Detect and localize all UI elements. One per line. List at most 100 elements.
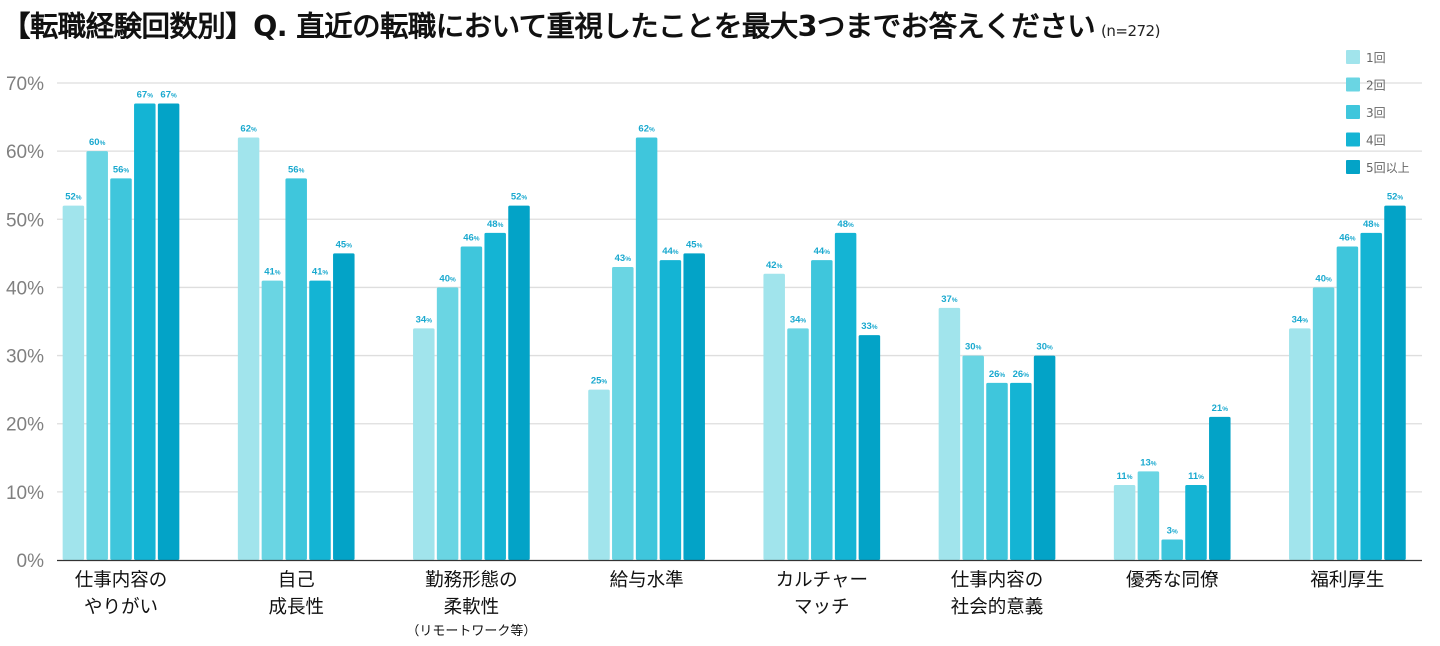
- x-tick-label: マッチ: [794, 597, 850, 618]
- x-tick-label: 仕事内容の: [75, 570, 168, 591]
- y-axis: 0% 10% 20% 30% 40% 50% 60% 70%: [6, 74, 44, 572]
- chart-subtitle: (n=272): [1101, 22, 1160, 40]
- data-label: 48%: [487, 219, 504, 230]
- data-label: 42%: [766, 260, 783, 271]
- bar: [484, 232, 506, 560]
- data-label: 41%: [264, 267, 281, 278]
- bar: [787, 328, 809, 560]
- data-label: 40%: [1315, 273, 1332, 284]
- x-tick-label: 優秀な同僚: [1126, 570, 1219, 591]
- legend-item: 3回: [1346, 105, 1386, 120]
- bar: [62, 205, 85, 560]
- bar: [333, 253, 355, 560]
- data-label: 56%: [113, 164, 130, 175]
- y-tick-label: 60%: [6, 142, 44, 163]
- data-label: 11%: [1117, 471, 1133, 482]
- legend-swatch: [1346, 160, 1360, 174]
- bar: [834, 232, 857, 560]
- data-label: 30%: [965, 342, 982, 353]
- bar: [1312, 287, 1335, 560]
- x-tick-label: カルチャー: [776, 570, 868, 591]
- bar: [110, 178, 132, 560]
- bars: [62, 103, 1406, 561]
- data-label: 44%: [662, 246, 679, 257]
- bar: [1360, 232, 1382, 560]
- bar: [811, 260, 833, 560]
- legend: 1回 2回 3回 4回 5回以上: [1346, 50, 1410, 175]
- data-label: 62%: [240, 124, 257, 135]
- bar: [1209, 416, 1231, 560]
- legend-label: 2回: [1366, 79, 1386, 93]
- data-label: 46%: [463, 233, 480, 244]
- y-tick-label: 0%: [17, 551, 45, 572]
- legend-swatch: [1346, 77, 1360, 92]
- x-tick-label: 社会的意義: [951, 597, 1044, 618]
- bar: [460, 246, 483, 561]
- y-tick-label: 50%: [6, 210, 44, 231]
- bar: [635, 137, 658, 560]
- legend-swatch: [1346, 50, 1360, 64]
- bar: [763, 273, 785, 560]
- chart-title: 【転職経験回数別】Q. 直近の転職において重視したことを最大3つまでお答えくださ…: [2, 4, 1160, 44]
- x-tick-label: 成長性: [268, 597, 324, 618]
- bar: [261, 280, 284, 560]
- bar: [309, 280, 331, 560]
- data-label: 46%: [1339, 233, 1356, 244]
- data-label: 11%: [1188, 471, 1204, 482]
- bar: [612, 266, 634, 560]
- data-label: 56%: [288, 164, 305, 175]
- data-label: 52%: [65, 192, 82, 203]
- data-label: 13%: [1140, 457, 1157, 468]
- bar: [858, 335, 881, 560]
- data-label: 52%: [511, 192, 528, 203]
- bar: [508, 205, 530, 560]
- legend-label: 3回: [1366, 106, 1386, 120]
- y-tick-label: 40%: [6, 278, 44, 299]
- legend-label: 1回: [1366, 51, 1386, 65]
- data-label: 34%: [790, 314, 807, 325]
- x-tick-label: 仕事内容の: [951, 570, 1044, 591]
- legend-label: 4回: [1366, 134, 1386, 148]
- x-tick-label: 勤務形態の: [425, 570, 518, 591]
- legend-label: 5回以上: [1366, 161, 1410, 175]
- bar: [1137, 471, 1160, 560]
- bar: [659, 260, 682, 560]
- data-label: 43%: [615, 253, 632, 264]
- data-label: 41%: [312, 267, 329, 278]
- bar: [1113, 485, 1136, 560]
- bar: [1384, 205, 1406, 560]
- y-tick-label: 70%: [6, 74, 44, 95]
- legend-item: 1回: [1346, 50, 1386, 65]
- x-tick-label: 福利厚生: [1310, 570, 1384, 591]
- data-label: 62%: [638, 124, 655, 135]
- x-tick-label: やりがい: [84, 597, 158, 618]
- x-tick-label: 自己: [278, 570, 315, 591]
- bar: [157, 103, 180, 560]
- x-tick-label: 給与水準: [610, 570, 684, 591]
- bar: [962, 355, 984, 560]
- data-label: 52%: [1387, 192, 1404, 203]
- data-label: 44%: [814, 246, 831, 257]
- x-tick-label: 柔軟性: [444, 597, 500, 618]
- bar: [938, 307, 961, 560]
- bar: [588, 389, 610, 560]
- legend-swatch: [1346, 105, 1360, 119]
- legend-item: 4回: [1346, 132, 1386, 148]
- data-labels: 52% 60% 56% 67% 67% 62% 41% 56% 41% 45% 34% 40% 46% 4…: [65, 89, 1403, 536]
- data-label: 34%: [416, 314, 433, 325]
- data-label: 26%: [989, 369, 1006, 380]
- data-label: 33%: [861, 321, 878, 332]
- data-label: 37%: [941, 294, 958, 305]
- bar: [1033, 355, 1056, 560]
- y-tick-label: 10%: [6, 483, 44, 504]
- data-label: 67%: [160, 89, 177, 100]
- bar: [1010, 382, 1032, 560]
- bar: [683, 253, 705, 560]
- data-label: 34%: [1292, 314, 1309, 325]
- bar: [986, 382, 1008, 560]
- data-label: 67%: [137, 89, 154, 100]
- data-label: 26%: [1013, 369, 1030, 380]
- data-label: 48%: [1363, 219, 1380, 230]
